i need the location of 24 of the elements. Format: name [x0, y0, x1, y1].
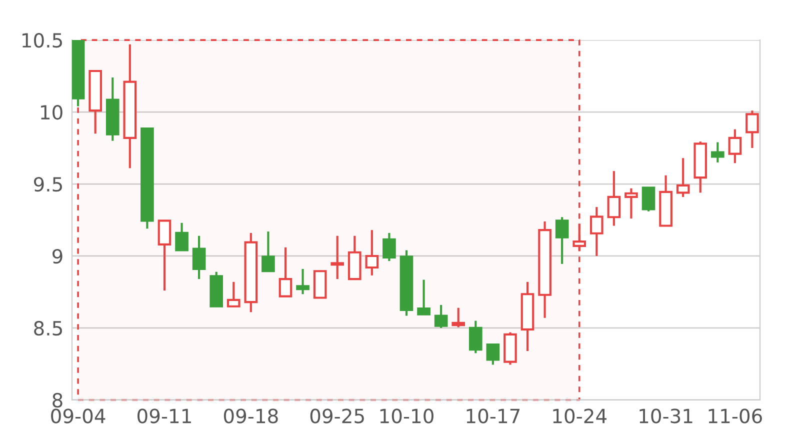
- x-tick-label: 09-25: [310, 408, 364, 424]
- candlestick: [520, 280, 534, 352]
- x-tick-label: 11-06: [708, 408, 762, 424]
- y-tick-label: 10.5: [22, 32, 62, 48]
- y-tick-label: 9.5: [34, 176, 62, 192]
- candlestick: [244, 232, 258, 314]
- x-tick-label: 09-04: [51, 408, 106, 424]
- y-tick-label: 9: [52, 248, 62, 264]
- candlestick: [590, 206, 604, 258]
- x-tick-label: 10-10: [380, 408, 434, 424]
- x-tick-label: 10-17: [466, 408, 520, 424]
- candlestick: [192, 234, 206, 280]
- x-tick-label: 09-18: [224, 408, 278, 424]
- x-tick-label: 09-11: [138, 408, 191, 424]
- candlestick: [296, 268, 310, 296]
- candlestick: [624, 187, 638, 220]
- candlestick: [538, 220, 552, 319]
- candlestick: [123, 43, 137, 170]
- candlestick: [330, 234, 344, 280]
- y-tick-label: 8.5: [34, 320, 62, 336]
- y-tick-label: 8: [52, 392, 62, 408]
- x-tick-label: 10-31: [640, 408, 692, 424]
- x-tick-label: 10-24: [553, 408, 607, 424]
- y-tick-label: 10: [41, 104, 62, 120]
